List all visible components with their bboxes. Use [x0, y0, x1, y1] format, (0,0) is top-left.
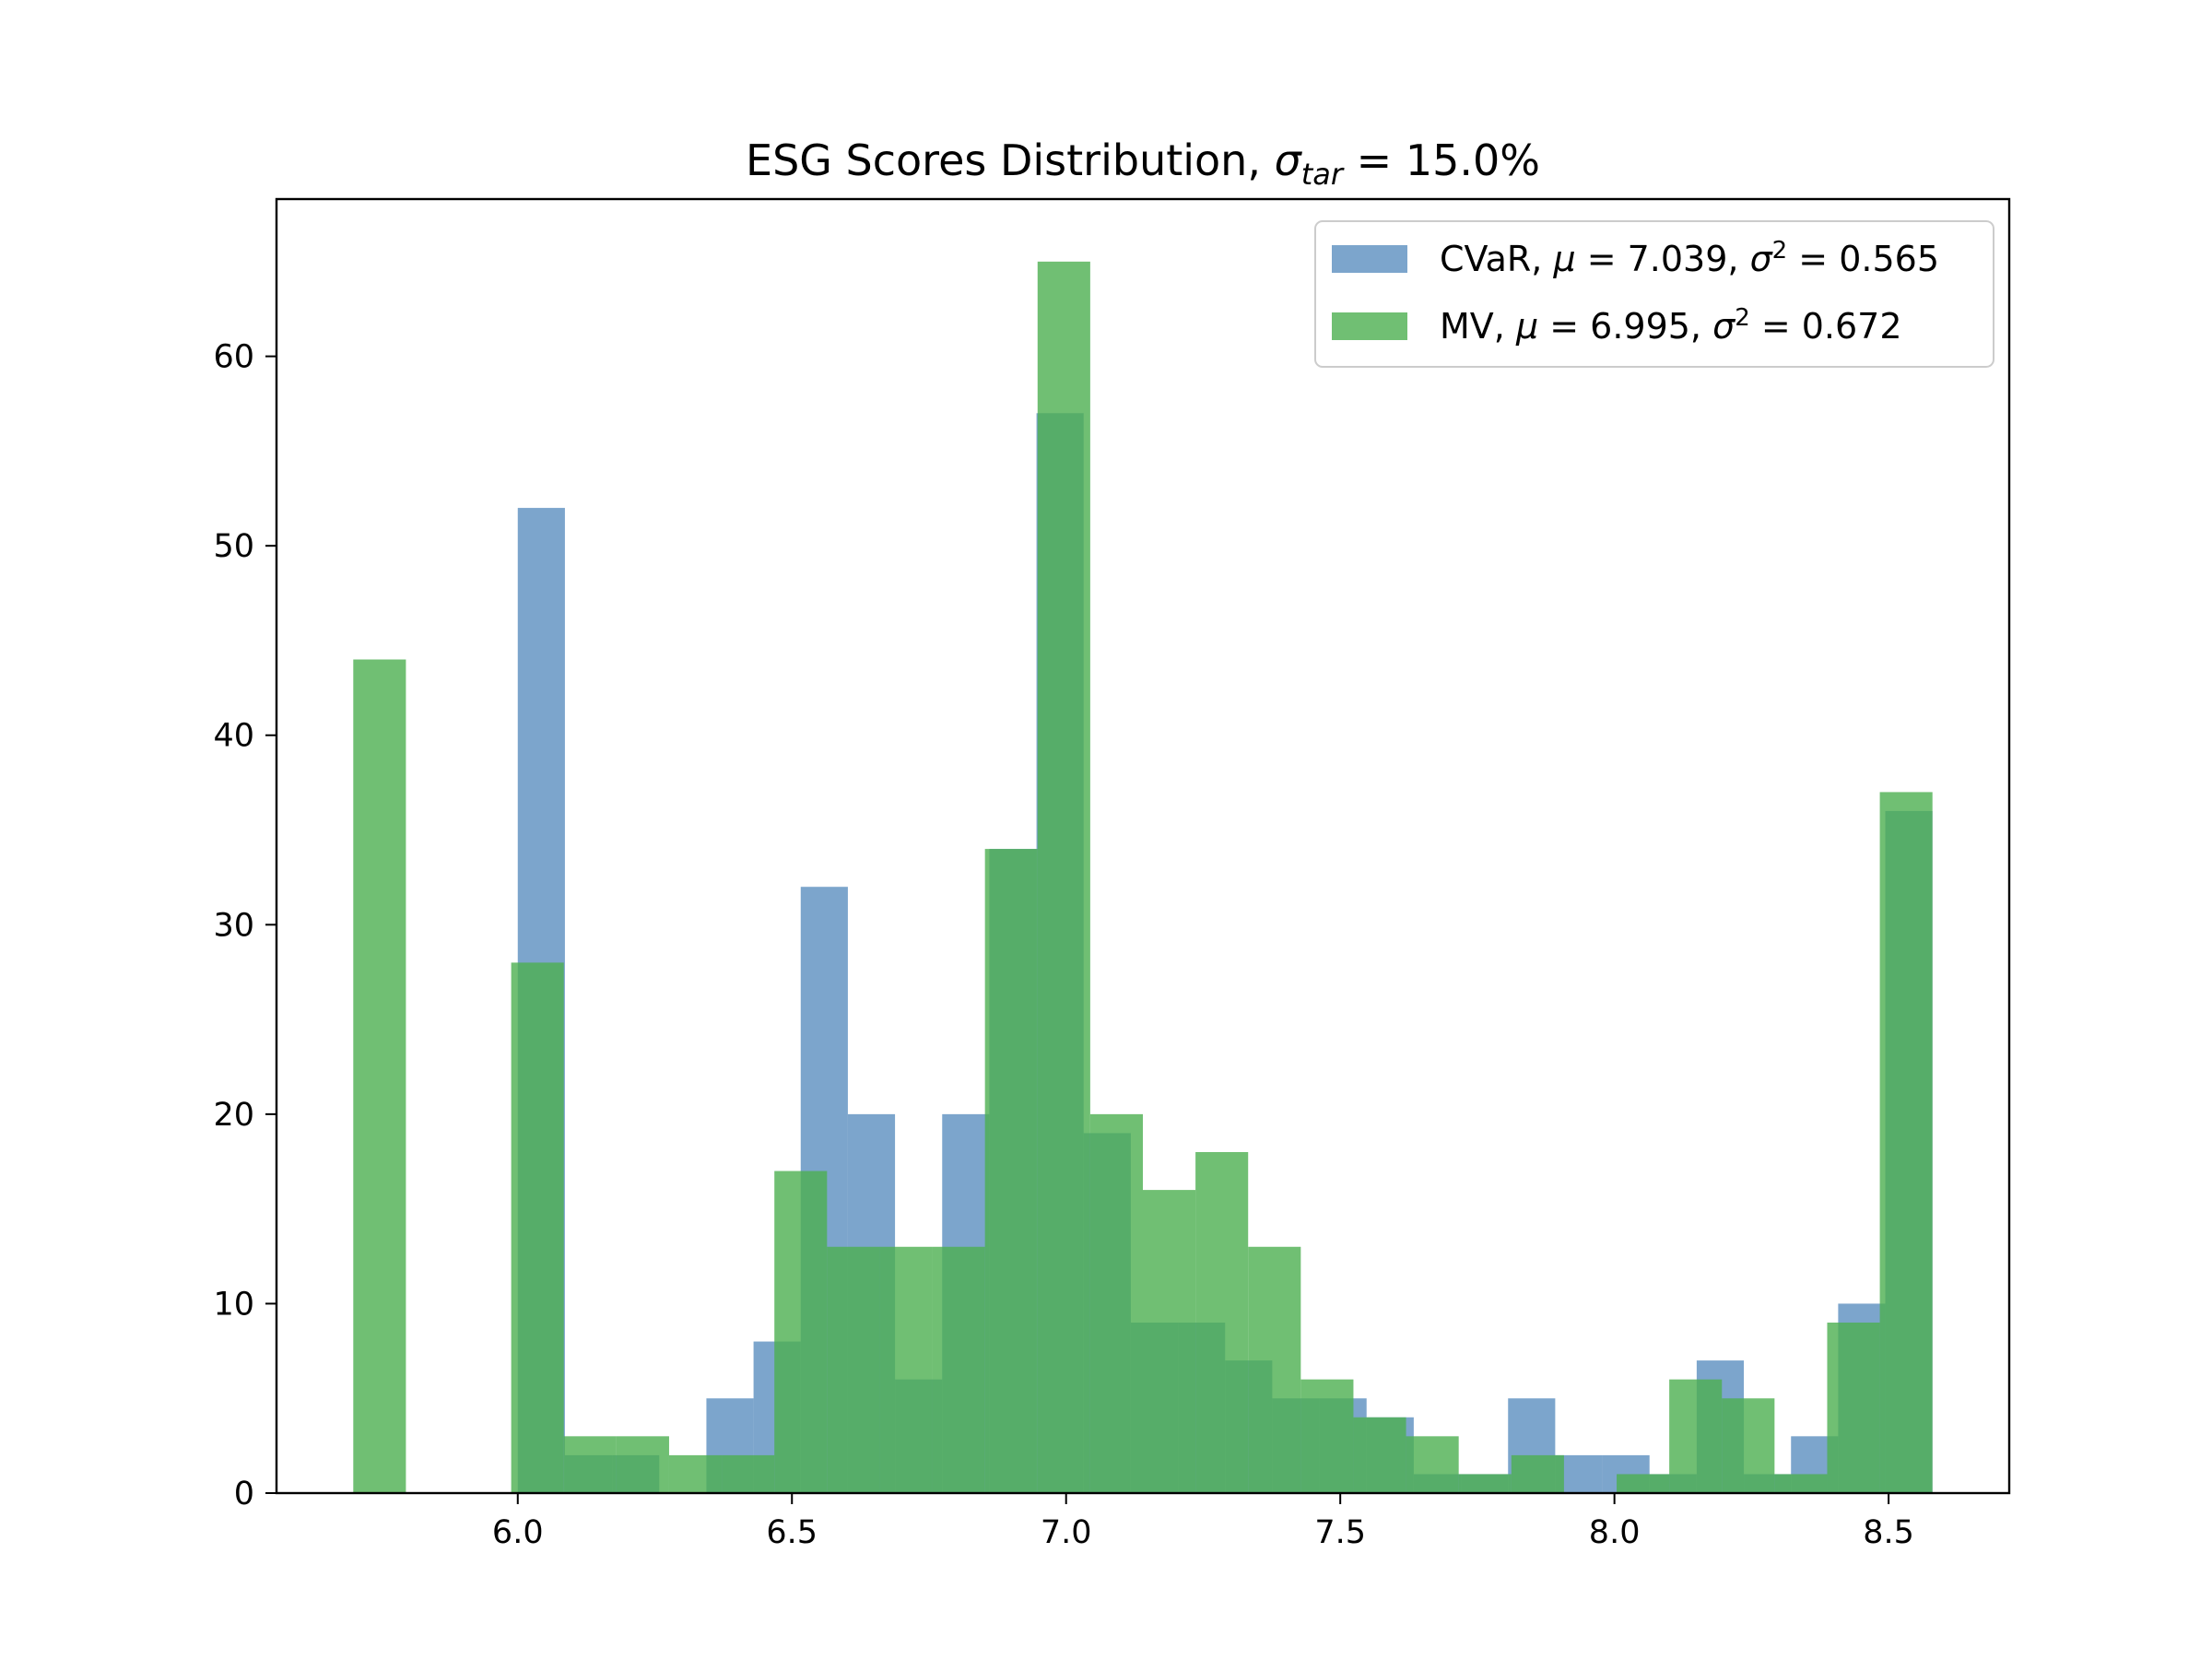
mv-bar-25 — [1774, 1474, 1828, 1493]
y-tick-label: 20 — [213, 1097, 254, 1134]
mv-bar-11 — [1037, 261, 1090, 1494]
x-tick-label: 8.0 — [1589, 1514, 1641, 1551]
x-tick-label: 6.5 — [766, 1514, 818, 1551]
mv-bar-18 — [1406, 1436, 1459, 1493]
mv-bar-10 — [984, 849, 1038, 1493]
mv-bar-4 — [668, 1454, 723, 1493]
legend-label-cvar: CVaR, μ = 7.039, σ2 = 0.565 — [1440, 237, 1939, 279]
y-tick-label: 10 — [213, 1286, 254, 1323]
mv-bar-7 — [827, 1246, 880, 1493]
mv-bar-3 — [616, 1436, 669, 1493]
mv-bar-19 — [1458, 1474, 1512, 1493]
mv-series-bars — [353, 261, 1933, 1494]
mv-bar-14 — [1195, 1151, 1249, 1493]
legend-box — [1314, 220, 1994, 368]
y-tick-label: 60 — [213, 339, 254, 376]
mv-bar-27 — [1879, 792, 1933, 1493]
mv-bar-24 — [1722, 1398, 1775, 1493]
y-tick-label: 30 — [213, 907, 254, 944]
mv-bar-5 — [722, 1454, 775, 1493]
legend-label-mv: MV, μ = 6.995, σ2 = 0.672 — [1440, 304, 1902, 347]
legend: CVaR, μ = 7.039, σ2 = 0.565 MV, μ = 6.99… — [1314, 220, 1994, 368]
x-tick-label: 6.0 — [492, 1514, 544, 1551]
mv-bar-13 — [1143, 1190, 1196, 1493]
mv-bar-1 — [511, 962, 564, 1493]
mv-bar-6 — [774, 1171, 828, 1493]
plot-frame — [275, 197, 2011, 1495]
mv-bar-23 — [1669, 1379, 1723, 1493]
y-tick-label: 40 — [213, 718, 254, 755]
x-tick-label: 7.0 — [1041, 1514, 1092, 1551]
x-tick-label: 7.5 — [1314, 1514, 1366, 1551]
mv-bar-8 — [879, 1246, 933, 1493]
x-tick-label: 8.5 — [1863, 1514, 1914, 1551]
mv-bar-0 — [353, 659, 406, 1493]
y-tick-label: 0 — [234, 1476, 254, 1512]
mv-bar-15 — [1248, 1246, 1301, 1493]
mv-bar-16 — [1300, 1379, 1354, 1493]
legend-swatch-cvar — [1332, 245, 1407, 273]
mv-bar-22 — [1617, 1474, 1670, 1493]
legend-swatch-mv — [1332, 312, 1407, 340]
mv-bar-9 — [932, 1246, 985, 1493]
y-axis: 0 10 20 30 40 50 60 — [213, 339, 276, 1512]
mv-bar-17 — [1353, 1417, 1406, 1493]
mv-bar-12 — [1089, 1113, 1143, 1493]
y-tick-label: 50 — [213, 528, 254, 565]
chart-title: ESG Scores Distribution, σtar = 15.0% — [746, 135, 1540, 192]
mv-bar-26 — [1827, 1322, 1880, 1493]
mv-bar-20 — [1511, 1454, 1564, 1493]
mv-bar-2 — [563, 1436, 617, 1493]
x-axis: 6.0 6.5 7.0 7.5 8.0 8.5 — [492, 1493, 1914, 1551]
